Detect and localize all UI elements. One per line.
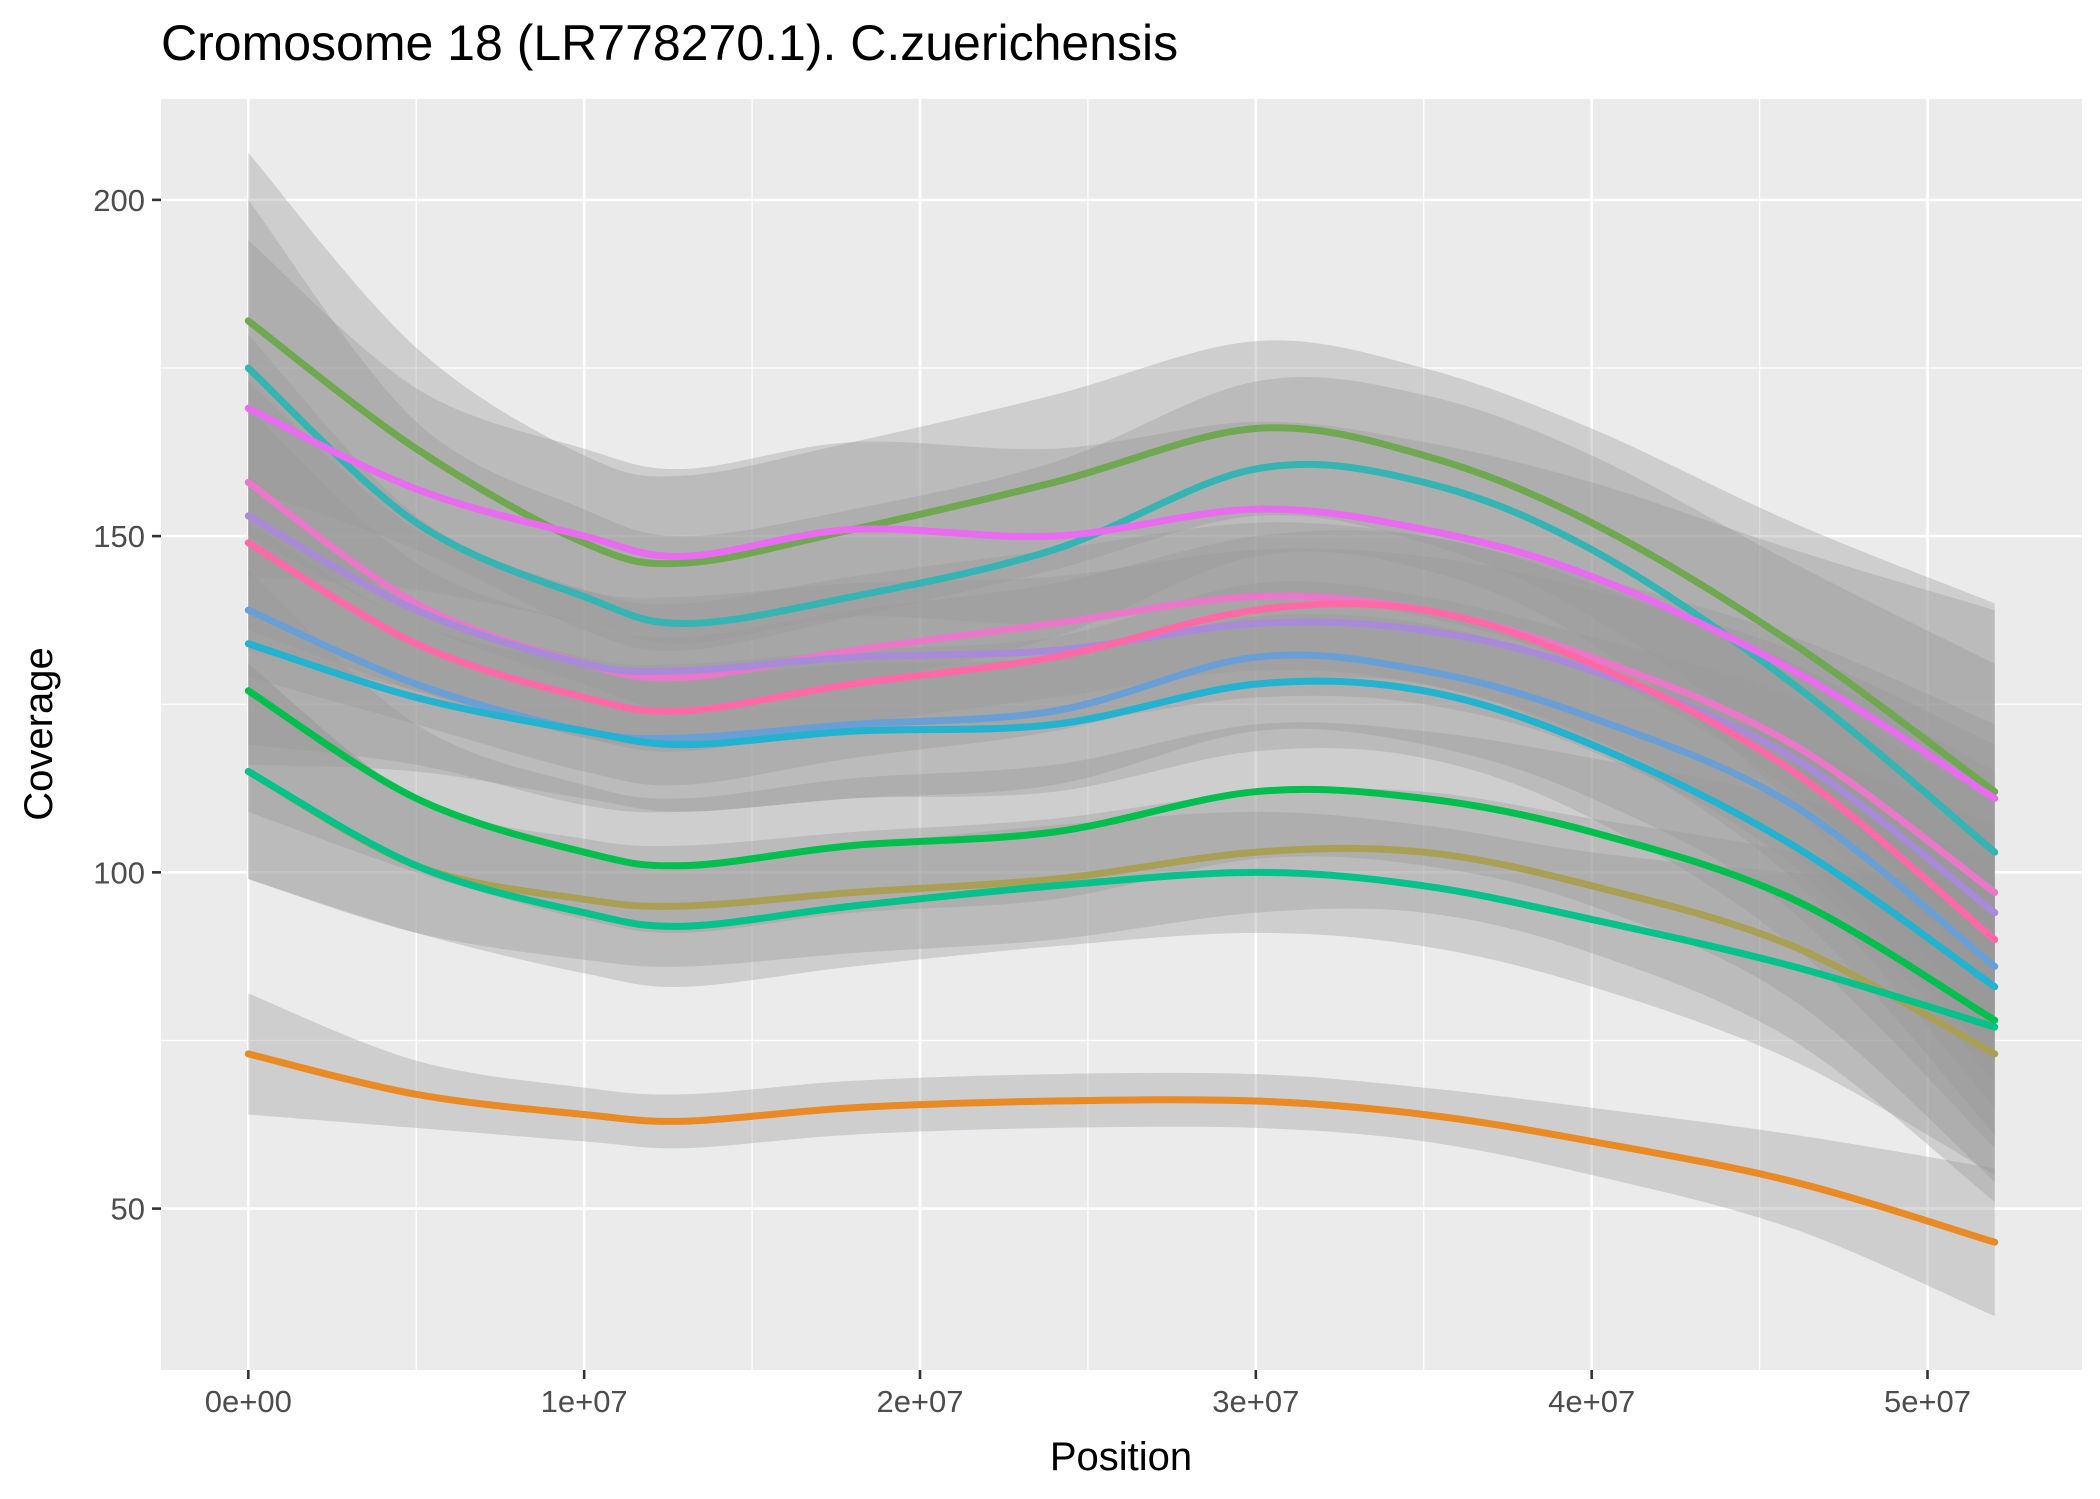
series-line-1 xyxy=(244,317,1999,796)
x-tick-label: 5e+07 xyxy=(1884,1384,1971,1419)
y-tick-label: 50 xyxy=(111,1192,145,1227)
x-tick-label: 1e+07 xyxy=(541,1384,628,1419)
x-tick-label: 0e+00 xyxy=(205,1384,292,1419)
chart-title: Cromosome 18 (LR778270.1). C.zuerichensi… xyxy=(161,15,1178,71)
x-tick-label: 2e+07 xyxy=(876,1384,963,1419)
x-tick-label: 4e+07 xyxy=(1548,1384,1635,1419)
x-tick-label: 3e+07 xyxy=(1212,1384,1299,1419)
series-line-3 xyxy=(244,404,1999,802)
confidence-band-9 xyxy=(248,569,1995,1182)
series-line-6 xyxy=(244,539,1999,944)
series-line-10 xyxy=(244,768,1999,1058)
series-line-11 xyxy=(244,768,1999,1031)
series-line-12 xyxy=(244,1050,1999,1246)
series-line-8 xyxy=(244,640,1999,991)
y-axis-title: Coverage xyxy=(17,647,61,820)
series-line-9 xyxy=(244,687,1999,1024)
confidence-band-2 xyxy=(248,199,1995,1041)
x-axis-title: Position xyxy=(1050,1435,1192,1479)
y-tick-label: 200 xyxy=(93,183,145,218)
confidence-band-12 xyxy=(248,993,1995,1317)
plot-panel xyxy=(161,99,2082,1370)
series-lines xyxy=(244,317,1999,1246)
confidence-band-7 xyxy=(248,475,1995,1135)
confidence-band-6 xyxy=(248,408,1995,1108)
y-tick-label: 100 xyxy=(93,855,145,890)
axes: 0e+00 1e+07 2e+07 3e+07 4e+07 5e+07 50 100 150 20… xyxy=(93,183,1971,1419)
y-tick-label: 150 xyxy=(93,519,145,554)
series-line-2 xyxy=(244,364,1999,856)
plot-background xyxy=(161,99,2082,1370)
confidence-band-11 xyxy=(248,663,1995,1175)
confidence-band-1 xyxy=(248,152,1995,981)
